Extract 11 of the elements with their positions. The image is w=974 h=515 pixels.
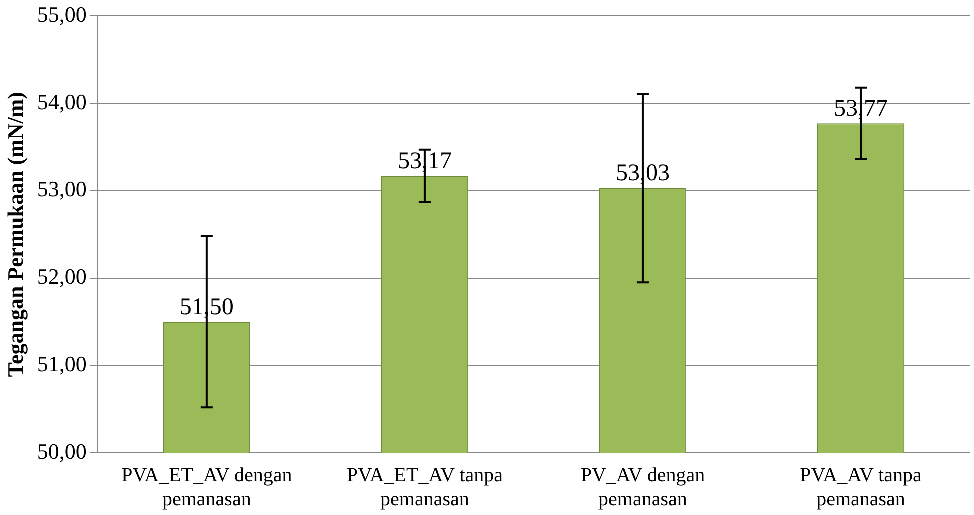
y-tick-label: 55,00 bbox=[37, 2, 87, 27]
x-tick-label: PVA_AV tanpa pemanasan bbox=[800, 464, 922, 510]
y-tick-label: 54,00 bbox=[37, 89, 87, 114]
y-axis-title: Tegangan Permukaan (mN/m) bbox=[2, 92, 28, 378]
x-tick-label: PVA_ET_AV dengan pemanasan bbox=[122, 464, 292, 510]
x-tick-label: PV_AV dengan pemanasan bbox=[580, 464, 706, 510]
x-tick-label: PVA_ET_AV tanpa pemanasan bbox=[346, 464, 504, 510]
y-tick-label: 51,00 bbox=[37, 351, 87, 376]
y-tick-label: 53,00 bbox=[37, 176, 87, 202]
y-tick-label: 50,00 bbox=[37, 438, 87, 464]
y-tick-label: 52,00 bbox=[37, 264, 87, 290]
